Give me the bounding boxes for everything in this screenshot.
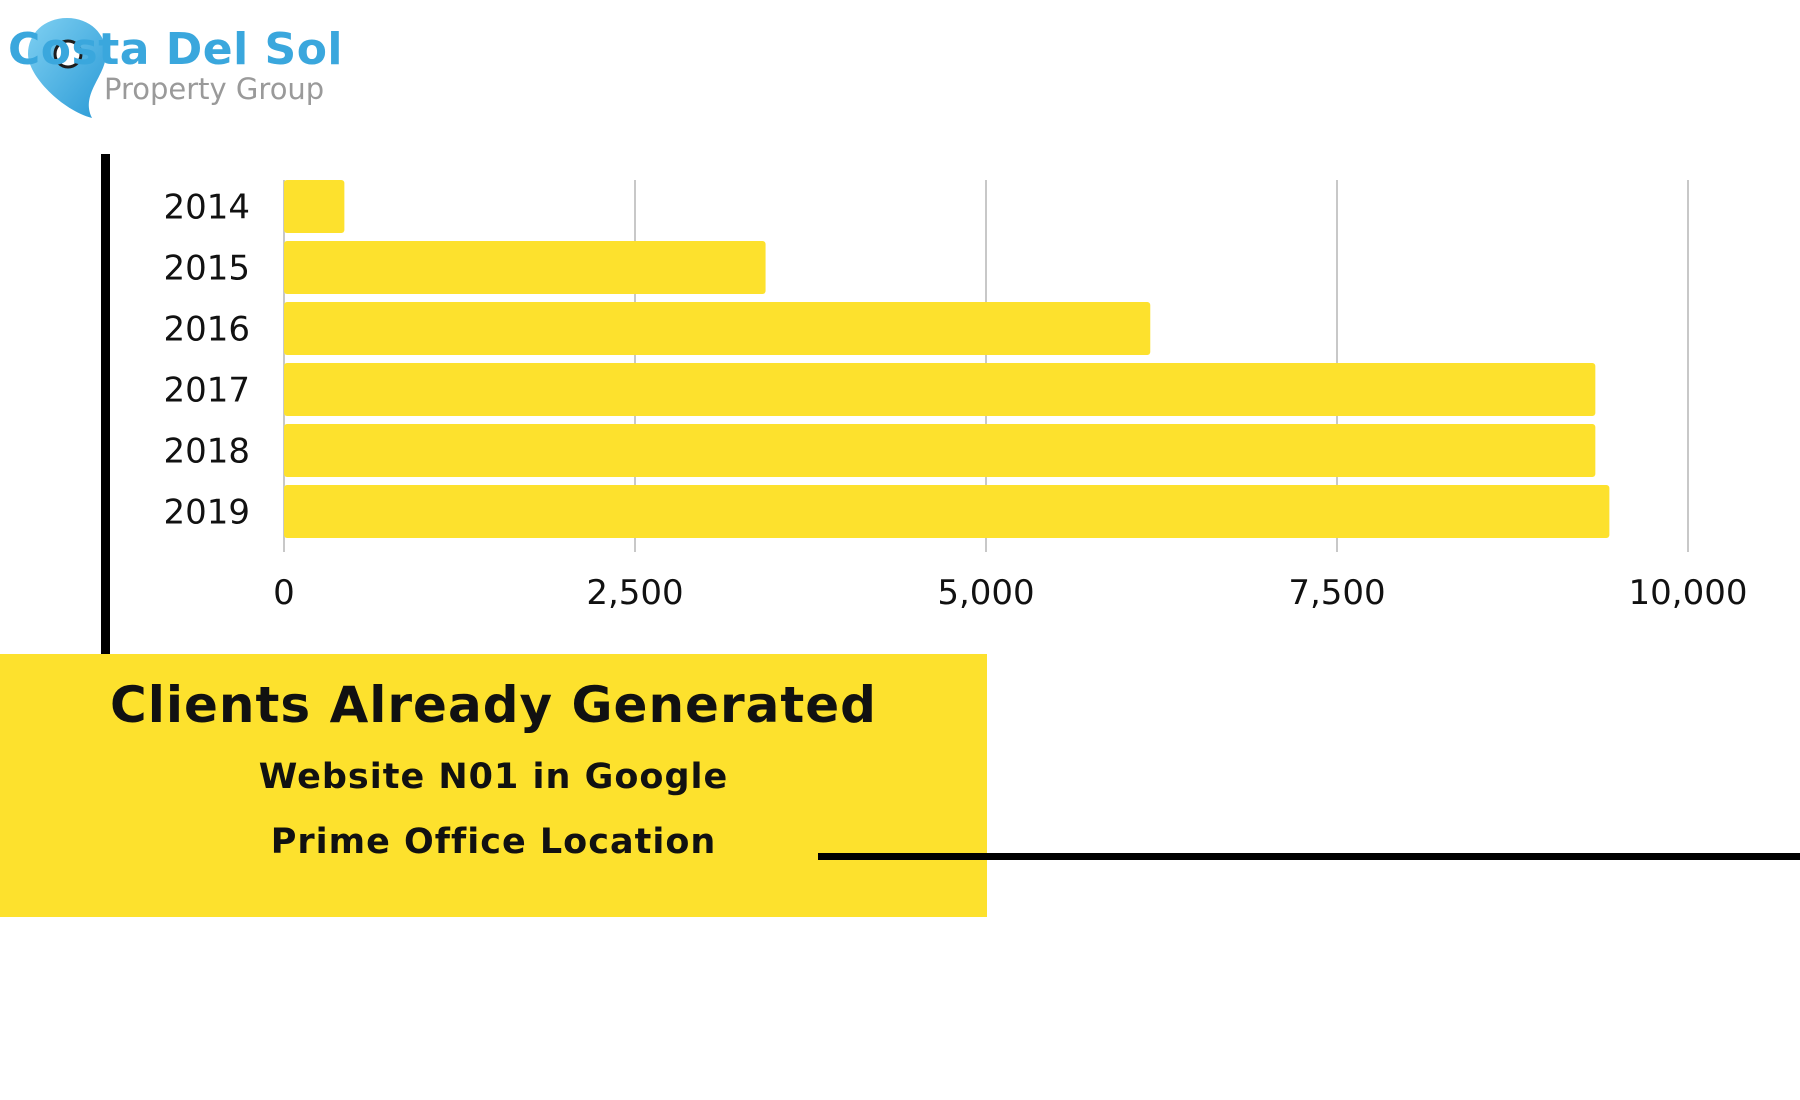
x-tick-label: 0: [273, 573, 295, 613]
x-tick-label: 5,000: [937, 573, 1034, 613]
bar-2017: [284, 363, 1596, 416]
category-label: 2018: [163, 432, 250, 472]
bar-2014: [284, 180, 345, 233]
logo-subtitle: Property Group: [104, 72, 325, 106]
x-tick-label: 7,500: [1288, 573, 1385, 613]
bar-chart: 2014 2015 2016 2017 2018 2019 0 2,500 5,000 7,50…: [163, 180, 1747, 613]
x-tick-label: 10,000: [1629, 573, 1748, 613]
caption-box: Clients Already Generated Website N01 in…: [0, 654, 987, 917]
category-label: 2015: [163, 249, 250, 289]
category-label: 2017: [163, 371, 250, 411]
logo-title: Costa Del Sol: [8, 24, 344, 75]
x-tick-labels: 0 2,500 5,000 7,500 10,000: [273, 573, 1747, 613]
caption-line-office: Prime Office Location: [270, 822, 717, 862]
bar-2015: [284, 241, 766, 294]
category-label: 2019: [163, 493, 250, 533]
bar-2016: [284, 302, 1151, 355]
category-labels: 2014 2015 2016 2017 2018 2019: [163, 188, 250, 533]
map-pin-icon: [28, 18, 106, 118]
caption-title: Clients Already Generated: [110, 676, 877, 734]
bottom-horizontal-rule: [818, 853, 1800, 860]
bar-2018: [284, 424, 1596, 477]
left-vertical-rule: [101, 154, 110, 654]
bar-2019: [284, 485, 1610, 538]
caption-line-google: Website N01 in Google: [258, 757, 729, 797]
company-logo: Costa Del Sol Property Group: [8, 10, 343, 120]
category-label: 2014: [163, 188, 250, 228]
category-label: 2016: [163, 310, 250, 350]
bars: [284, 180, 1610, 538]
x-tick-label: 2,500: [586, 573, 683, 613]
